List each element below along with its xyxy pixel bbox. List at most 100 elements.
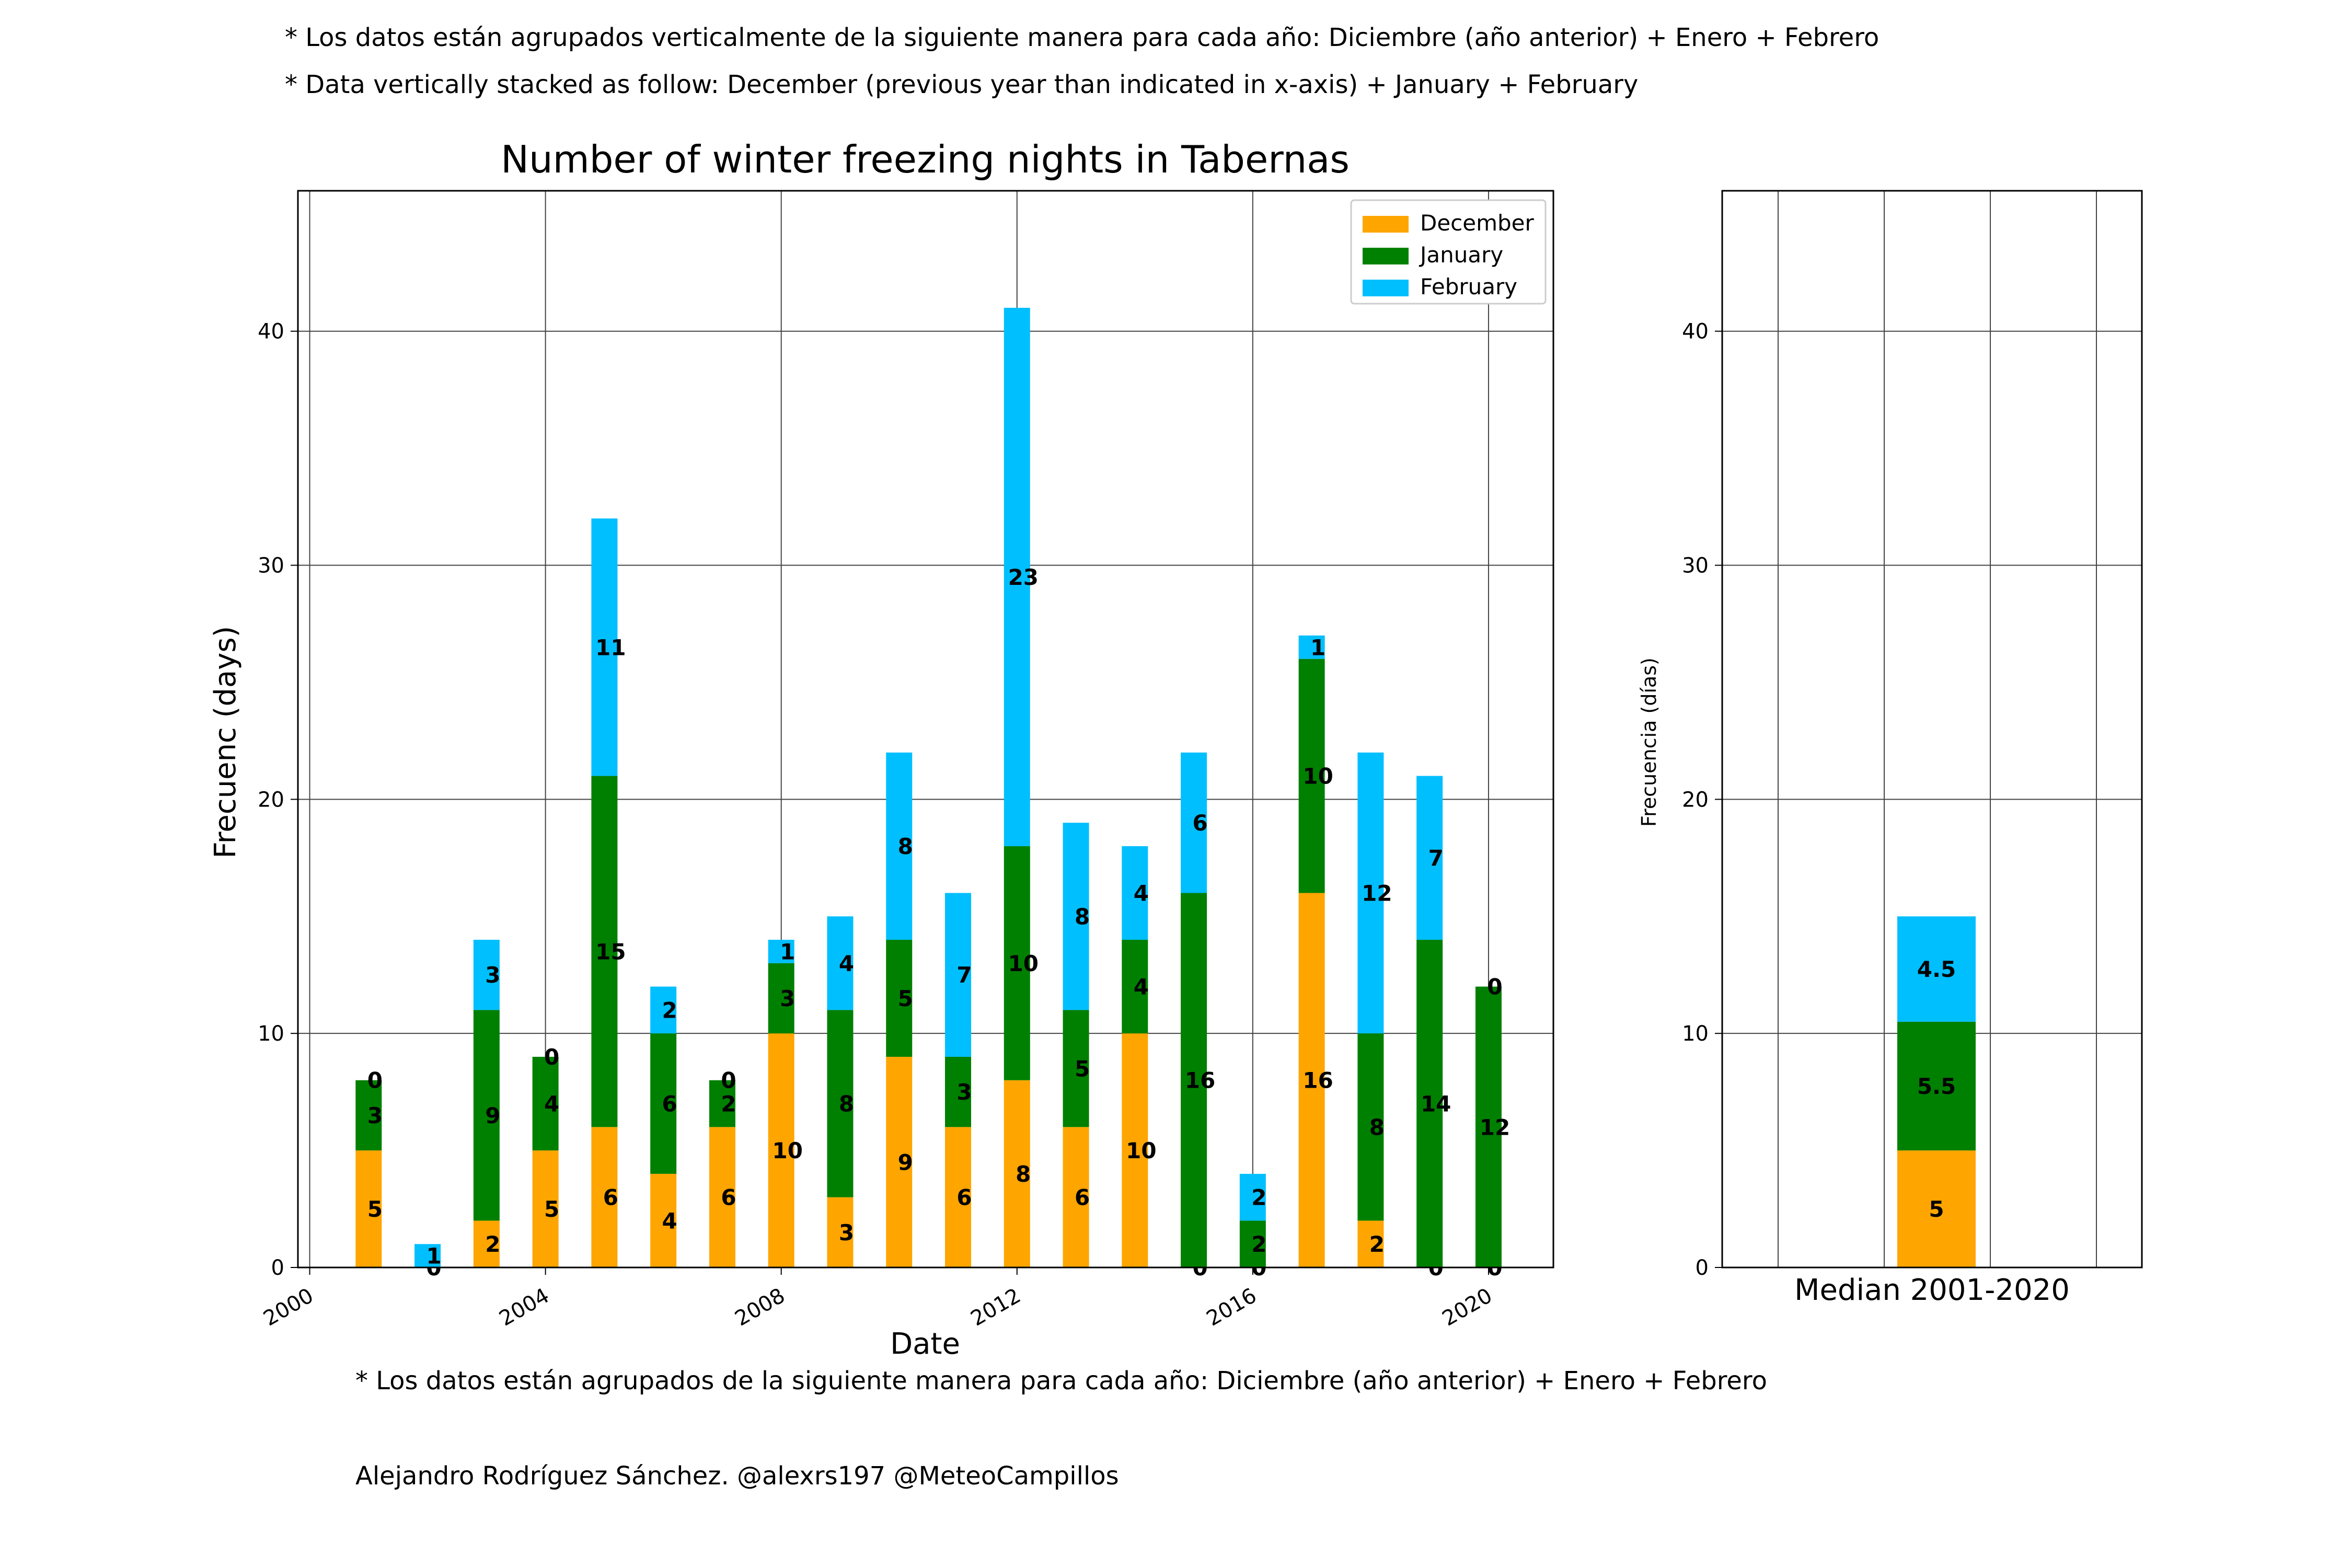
median-category-label: Median 2001-2020 — [1794, 1273, 2070, 1307]
data-label-january-2019: 14 — [1421, 1091, 1451, 1117]
bar-january-2014 — [1122, 940, 1148, 1034]
data-label-february-2014: 4 — [1134, 880, 1149, 906]
bar-february-2019 — [1416, 776, 1443, 940]
data-label-february-2012: 23 — [1008, 564, 1039, 590]
main-y-tick-label: 0 — [271, 1256, 284, 1280]
data-label-february-2006: 2 — [662, 997, 677, 1023]
data-label-january-2008: 3 — [780, 986, 795, 1011]
data-label-january-2007: 2 — [721, 1091, 736, 1117]
median-bar-february — [1897, 916, 1976, 1022]
bar-february-2012 — [1004, 307, 1030, 846]
main-x-axis-label: Date — [890, 1327, 960, 1361]
data-label-january-2013: 5 — [1075, 1056, 1090, 1081]
data-label-december-2010: 9 — [898, 1149, 913, 1175]
bar-february-2016 — [1239, 1173, 1266, 1221]
data-label-december-2014: 10 — [1126, 1138, 1156, 1163]
data-label-december-2003: 2 — [485, 1231, 500, 1257]
bar-february-2009 — [827, 916, 854, 1010]
data-label-february-2001: 0 — [367, 1068, 383, 1093]
data-label-december-2018: 2 — [1369, 1231, 1385, 1257]
data-label-february-2013: 8 — [1075, 904, 1090, 929]
data-label-february-2007: 0 — [721, 1068, 736, 1093]
bar-january-2007 — [709, 1080, 735, 1127]
data-label-january-2017: 10 — [1302, 764, 1333, 789]
data-label-february-2016: 2 — [1251, 1185, 1266, 1210]
data-label-february-2020: 0 — [1487, 974, 1502, 1000]
bar-january-2005 — [591, 776, 618, 1127]
data-label-december-2007: 6 — [721, 1185, 736, 1210]
bar-january-2003 — [473, 1010, 500, 1221]
legend-label-december: December — [1420, 210, 1535, 236]
data-label-january-2015: 16 — [1185, 1068, 1215, 1093]
data-label-january-2003: 9 — [485, 1103, 500, 1128]
data-label-december-2011: 6 — [956, 1185, 972, 1210]
data-label-december-2013: 6 — [1075, 1185, 1090, 1210]
main-chart-title: Number of winter freezing nights in Tabe… — [501, 137, 1350, 181]
median-chart: 0 10 20 30 40 5 5.5 4.5 Median 2001-2020 — [1682, 190, 2143, 1307]
bar-february-2010 — [886, 752, 913, 940]
median-y-axis-label: Frecuencia (días) — [1638, 658, 1661, 827]
data-label-january-2014: 4 — [1134, 974, 1149, 1000]
note-bottom-spanish: * Los datos están agrupados de la siguie… — [355, 1366, 1767, 1396]
bar-december-2007 — [709, 1127, 735, 1267]
data-label-february-2003: 3 — [485, 962, 500, 988]
median-y-tick-label: 30 — [1682, 554, 1709, 578]
bar-february-2002 — [414, 1244, 441, 1267]
bar-february-2003 — [473, 940, 500, 1010]
data-label-january-2006: 6 — [662, 1091, 677, 1117]
bar-december-2011 — [945, 1127, 972, 1267]
bar-december-2003 — [473, 1220, 500, 1267]
bar-december-2006 — [650, 1173, 677, 1267]
data-label-february-2010: 8 — [898, 834, 913, 859]
data-label-january-2010: 5 — [898, 986, 913, 1011]
bar-december-2001 — [355, 1150, 382, 1267]
bar-february-2015 — [1181, 752, 1207, 893]
data-label-february-2011: 7 — [956, 962, 972, 988]
data-label-january-2011: 3 — [956, 1079, 972, 1105]
bar-january-2004 — [532, 1056, 559, 1151]
data-label-february-2019: 7 — [1428, 845, 1444, 871]
bar-january-2010 — [886, 940, 913, 1057]
data-label-december-2004: 5 — [544, 1196, 559, 1222]
bar-december-2013 — [1063, 1127, 1089, 1267]
legend-label-january: January — [1419, 242, 1503, 268]
data-label-january-2001: 3 — [367, 1103, 383, 1128]
data-label-january-2009: 8 — [839, 1091, 854, 1117]
bar-december-2010 — [886, 1056, 913, 1267]
credit-text: Alejandro Rodríguez Sánchez. @alexrs197 … — [355, 1461, 1119, 1491]
bar-february-2011 — [945, 893, 972, 1057]
bar-february-2013 — [1063, 823, 1089, 1010]
bar-december-2012 — [1004, 1080, 1030, 1267]
bar-december-2014 — [1122, 1033, 1148, 1267]
bar-january-2017 — [1298, 659, 1325, 893]
bar-january-2012 — [1004, 846, 1030, 1080]
data-label-february-2009: 4 — [839, 951, 854, 976]
data-label-january-2005: 15 — [595, 939, 626, 964]
median-y-tick-label: 10 — [1682, 1022, 1709, 1046]
bar-february-2014 — [1122, 846, 1148, 940]
median-axes-frame — [1721, 190, 2143, 1269]
bar-january-2018 — [1357, 1033, 1384, 1221]
data-label-december-2006: 4 — [662, 1208, 677, 1233]
legend-swatch-february — [1363, 280, 1409, 296]
bar-february-2018 — [1357, 752, 1384, 1034]
main-y-tick-label: 40 — [258, 320, 284, 344]
bar-december-2004 — [532, 1150, 559, 1267]
note-top-spanish: * Los datos están agrupados verticalment… — [285, 23, 1879, 52]
bar-february-2005 — [591, 518, 618, 776]
bar-february-2008 — [768, 940, 794, 963]
bar-january-2015 — [1181, 893, 1207, 1267]
data-label-december-2012: 8 — [1016, 1161, 1031, 1187]
bar-january-2020 — [1475, 986, 1502, 1267]
data-label-february-2008: 1 — [780, 939, 795, 964]
bar-january-2019 — [1416, 940, 1443, 1267]
data-label-december-2005: 6 — [603, 1185, 618, 1210]
data-label-february-2015: 6 — [1192, 810, 1207, 836]
data-label-february-2017: 1 — [1310, 635, 1325, 660]
median-bar-december — [1897, 1150, 1976, 1267]
data-label-february-2004: 0 — [544, 1044, 559, 1070]
data-label-december-2008: 10 — [772, 1138, 802, 1163]
main-y-tick-label: 20 — [258, 788, 284, 812]
